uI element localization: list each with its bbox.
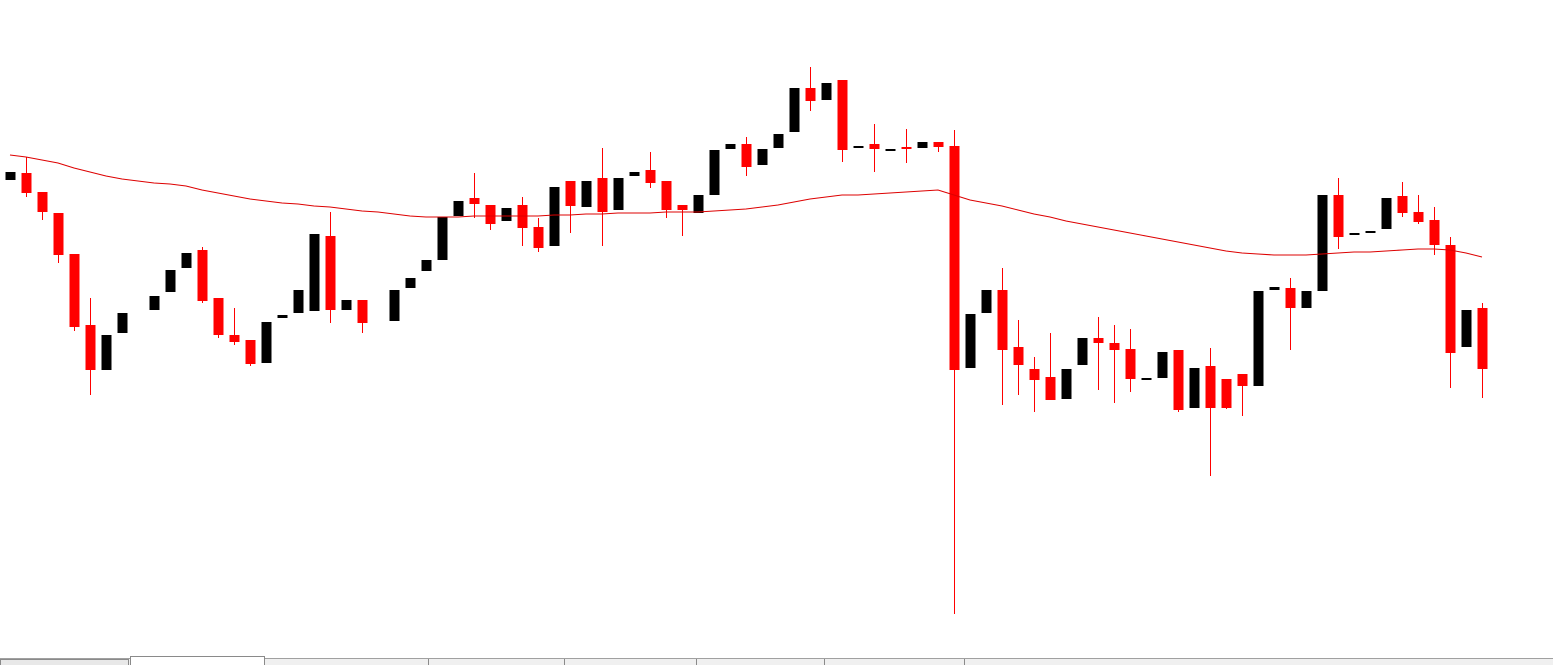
candle-body [693, 195, 704, 213]
candle-body [805, 88, 816, 101]
candle-body [1445, 245, 1456, 353]
candle-body [885, 149, 896, 151]
candle-body [613, 178, 624, 210]
candle-body [1413, 212, 1424, 222]
candle-body [1013, 347, 1024, 365]
candle-body [53, 213, 64, 255]
candle-body [741, 144, 752, 167]
candle-body [421, 260, 432, 271]
candle-body [5, 172, 16, 180]
candle-body [165, 270, 176, 292]
candle-body [965, 314, 976, 368]
candle-body [341, 300, 352, 310]
candle-body [245, 340, 256, 364]
candle-body [1365, 231, 1376, 233]
candle-body [1269, 287, 1280, 290]
candle-body [533, 227, 544, 248]
candle-body [197, 250, 208, 301]
candle-body [1381, 198, 1392, 229]
candle-body [261, 322, 272, 363]
candle-body [1285, 288, 1296, 308]
candle-body [277, 315, 288, 318]
candle-body [725, 144, 736, 149]
candle-body [581, 181, 592, 207]
candle-body [293, 290, 304, 313]
candle-body [997, 290, 1008, 350]
candle-body [901, 147, 912, 149]
candle-body [1093, 338, 1104, 343]
candle-body [597, 178, 608, 212]
candle-body [1429, 220, 1440, 245]
candle-body [789, 88, 800, 132]
candle-body [709, 150, 720, 195]
candle-body [1045, 377, 1056, 400]
candle-body [1477, 308, 1488, 369]
candle-body [21, 173, 32, 193]
candle-body [1125, 349, 1136, 379]
candle-body [853, 146, 864, 148]
candle-body [677, 205, 688, 210]
moving-average [9, 154, 1483, 258]
candle-body [1461, 310, 1472, 347]
candle-body [661, 181, 672, 210]
candle-body [757, 149, 768, 165]
candle-body [1189, 368, 1200, 408]
candle-body [1301, 291, 1312, 308]
candle-body [181, 253, 192, 268]
candle-body [325, 236, 336, 310]
candle-body [917, 142, 928, 148]
candle-body [1317, 195, 1328, 291]
candle-body [1237, 374, 1248, 386]
candle-body [1205, 366, 1216, 408]
candle-body [1173, 350, 1184, 410]
candle-body [85, 325, 96, 370]
candle-body [453, 201, 464, 216]
candle-body [501, 208, 512, 221]
candle-body [1253, 291, 1264, 386]
candle-body [837, 80, 848, 150]
candle-body [1061, 369, 1072, 399]
candle-body [1333, 195, 1344, 237]
tab[interactable] [0, 659, 129, 665]
tab-active[interactable] [130, 656, 265, 665]
candle-body [933, 142, 944, 147]
candle-body [773, 134, 784, 148]
candle-body [1077, 338, 1088, 365]
candle-body [485, 205, 496, 224]
candle-body [117, 313, 128, 333]
candle-body [949, 146, 960, 370]
candle-body [1109, 343, 1120, 350]
candle-body [357, 300, 368, 323]
candle-body [389, 290, 400, 321]
tab-bar [0, 656, 1553, 665]
candle-body [821, 83, 832, 100]
candle-body [101, 335, 112, 370]
candle-body [405, 278, 416, 288]
candle-body [1397, 196, 1408, 213]
candle-body [1029, 369, 1040, 380]
candle-body [37, 192, 48, 212]
candle-body [869, 144, 880, 149]
candle-body [1221, 379, 1232, 408]
candle-body [149, 296, 160, 310]
candle-body [469, 198, 480, 204]
candle-body [69, 254, 80, 327]
candle-body [229, 335, 240, 342]
candle-body [645, 170, 656, 183]
candle-body [981, 290, 992, 313]
candle-body [309, 234, 320, 311]
candle-body [629, 172, 640, 176]
tab-strip [0, 658, 1553, 665]
candle-body [437, 217, 448, 260]
candle-body [1349, 233, 1360, 235]
candle-body [565, 181, 576, 206]
candle-body [1157, 352, 1168, 378]
candle-body [213, 298, 224, 335]
candle-body [549, 187, 560, 246]
candle-body [1141, 378, 1152, 380]
